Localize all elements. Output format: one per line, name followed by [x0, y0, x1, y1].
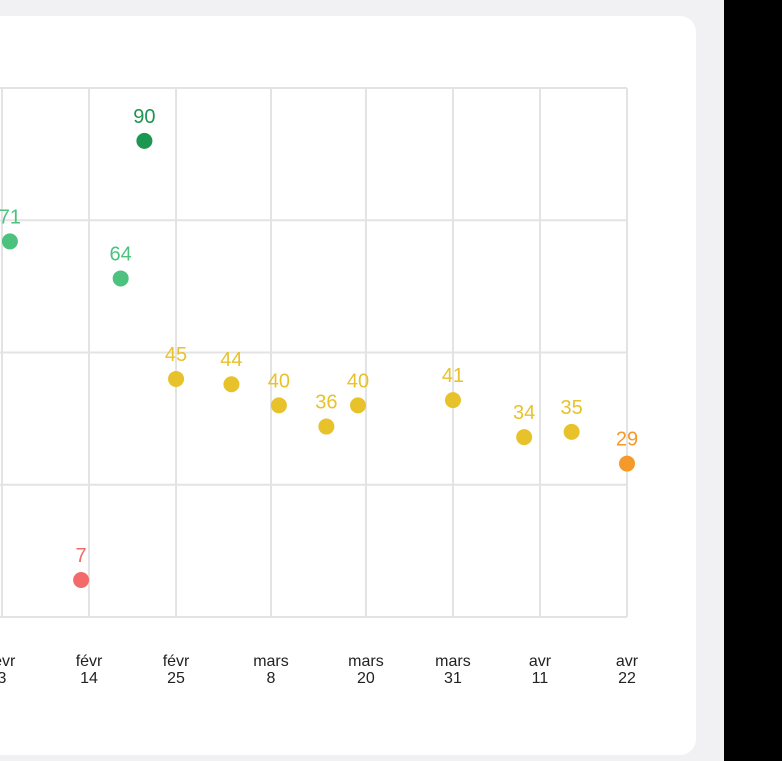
x-tick-label: févr3: [0, 653, 16, 687]
data-point-label: 45: [165, 344, 187, 366]
data-point: [1, 233, 18, 250]
data-point-label: 40: [347, 370, 369, 392]
data-point-label: 40: [268, 370, 290, 392]
data-point-label: 41: [442, 365, 464, 387]
data-point: [318, 418, 335, 435]
data-point: [563, 423, 580, 440]
data-point-label: 64: [110, 243, 132, 265]
data-point: [168, 370, 185, 387]
data-point-label: 34: [513, 402, 535, 424]
data-point: [350, 397, 367, 414]
x-tick-label: févr 25: [163, 653, 190, 687]
data-point: [73, 571, 90, 588]
data-point: [270, 397, 287, 414]
data-point: [136, 132, 153, 149]
x-tick-label: avr 22: [616, 653, 639, 687]
x-tick-label: févr 14: [76, 653, 103, 687]
data-point-label: 90: [133, 106, 155, 128]
data-point-label: 44: [220, 349, 242, 371]
x-tick-label: mars 8: [253, 653, 289, 687]
x-tick-label: mars 20: [348, 653, 384, 687]
data-point-label: 7: [76, 545, 87, 567]
data-point-label: 35: [560, 397, 582, 419]
data-point-label: 29: [616, 429, 638, 451]
black-edge-panel: [724, 0, 782, 761]
chart-card: [0, 16, 696, 755]
data-point-label: 36: [315, 392, 337, 414]
data-point: [223, 376, 240, 393]
data-point: [516, 429, 533, 446]
data-point: [112, 270, 129, 287]
data-point: [444, 392, 461, 409]
data-point: [619, 455, 635, 472]
x-tick-label: avr 11: [529, 653, 552, 687]
x-tick-label: mars 31: [435, 653, 471, 687]
data-point-label: 71: [0, 206, 21, 228]
